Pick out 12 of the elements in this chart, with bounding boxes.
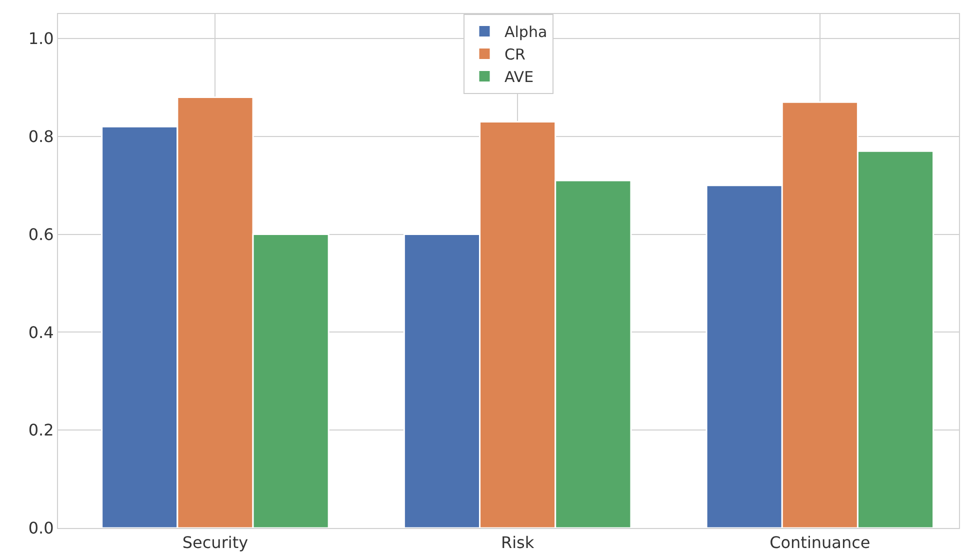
- x-tick-label: Security: [182, 533, 248, 552]
- y-tick-label: 0.0: [28, 518, 54, 538]
- y-tick-label: 0.8: [28, 126, 54, 146]
- legend-label: AVE: [504, 68, 534, 86]
- legend-label: Alpha: [504, 23, 548, 42]
- legend-label: CR: [504, 46, 526, 64]
- y-tick-label: 0.4: [28, 322, 54, 342]
- x-tick-label: Continuance: [770, 533, 870, 552]
- y-tick-label: 0.6: [28, 224, 54, 244]
- y-tick-label: 1.0: [28, 29, 54, 48]
- y-tick-label: 0.2: [28, 420, 54, 440]
- x-tick-label: Risk: [500, 533, 535, 552]
